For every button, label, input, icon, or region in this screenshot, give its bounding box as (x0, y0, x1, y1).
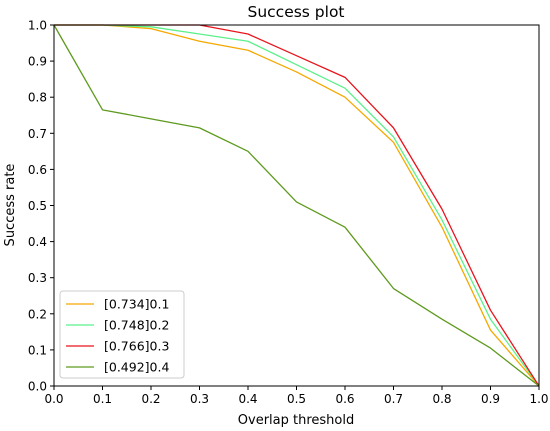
x-tick-label: 0.4 (238, 392, 257, 406)
y-tick-label: 0.1 (28, 343, 47, 357)
y-tick-label: 1.0 (28, 19, 47, 33)
y-tick-label: 0.3 (28, 271, 47, 285)
legend-box (59, 290, 185, 379)
x-axis-label: Overlap threshold (238, 413, 354, 428)
x-tick-label: 0.8 (432, 392, 451, 406)
y-tick-label: 0.8 (28, 91, 47, 105)
legend-label-3: [0.766]0.3 (104, 339, 169, 354)
y-tick-label: 0.9 (28, 55, 47, 69)
y-axis-ticks: 0.0 0.1 0.2 0.3 0.4 0.5 0.6 0.7 0.8 0.9 1.0 (28, 19, 54, 394)
y-tick-label: 0.5 (28, 199, 47, 213)
x-tick-label: 0.2 (141, 392, 160, 406)
x-axis-ticks: 0.0 0.1 0.2 0.3 0.4 0.5 0.6 0.7 0.8 0.9 1.0 (44, 386, 549, 406)
x-tick-label: 0.9 (481, 392, 500, 406)
x-tick-label: 0.3 (190, 392, 209, 406)
x-tick-label: 0.6 (335, 392, 354, 406)
legend: [0.734]0.1 [0.748]0.2 [0.766]0.3 [0.492]0.4 (59, 290, 185, 379)
x-tick-label: 0.0 (44, 392, 63, 406)
legend-label-2: [0.748]0.2 (104, 318, 169, 333)
chart-title: Success plot (247, 3, 344, 21)
legend-label-4: [0.492]0.4 (104, 360, 169, 375)
y-tick-label: 0.4 (28, 235, 47, 249)
legend-label-1: [0.734]0.1 (104, 297, 169, 312)
x-tick-label: 1.0 (529, 392, 548, 406)
y-tick-label: 0.2 (28, 307, 47, 321)
y-axis-label: Success rate (3, 164, 18, 247)
series-line-4 (53, 24, 540, 387)
x-tick-label: 0.1 (93, 392, 112, 406)
y-tick-label: 0.6 (28, 163, 47, 177)
x-tick-label: 0.7 (384, 392, 403, 406)
y-tick-label: 0.7 (28, 127, 47, 141)
x-tick-label: 0.5 (287, 392, 306, 406)
series-line-1 (54, 24, 540, 387)
plot-frame (53, 24, 540, 387)
series-line-2 (54, 24, 540, 387)
y-tick-label: 0.0 (28, 380, 47, 394)
